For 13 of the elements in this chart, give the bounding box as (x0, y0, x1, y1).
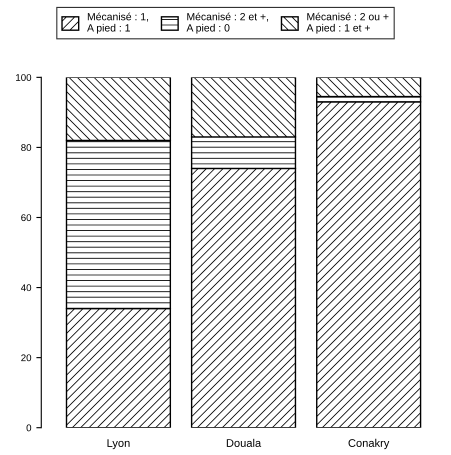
y-tick-label: 80 (21, 144, 32, 152)
y-tick-label: 60 (21, 214, 32, 222)
legend-label: Mécanisé : 2 ou + A pied : 1 et + (306, 12, 388, 34)
bar (316, 101, 422, 428)
x-tick-label: Douala (226, 438, 262, 447)
legend-label: Mécanisé : 2 et +, A pied : 0 (186, 12, 268, 34)
y-tick-label: 20 (21, 354, 32, 362)
x-tick-label: Conakry (348, 438, 390, 450)
y-tick-label: 100 (16, 74, 32, 81)
x-tick-label: Lyon (108, 439, 130, 450)
legend-label: Mécanisé : 1, A pied : 1 (87, 12, 148, 34)
y-tick-label: 0 (26, 424, 32, 432)
y-tick-label: 40 (20, 284, 32, 292)
